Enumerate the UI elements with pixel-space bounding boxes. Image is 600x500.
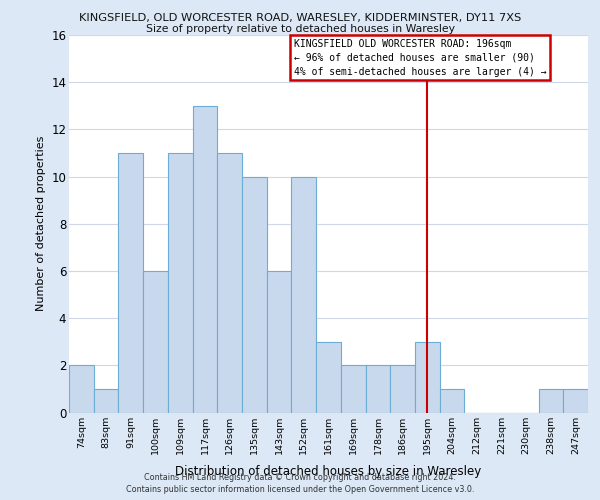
Bar: [316, 342, 341, 412]
Bar: [292, 176, 316, 412]
Text: KINGSFIELD, OLD WORCESTER ROAD, WARESLEY, KIDDERMINSTER, DY11 7XS: KINGSFIELD, OLD WORCESTER ROAD, WARESLEY…: [79, 12, 521, 22]
Bar: [217, 153, 242, 412]
Bar: [415, 342, 440, 412]
Bar: [143, 271, 168, 412]
Bar: [193, 106, 217, 412]
Text: Size of property relative to detached houses in Waresley: Size of property relative to detached ho…: [146, 24, 455, 34]
Text: Contains HM Land Registry data © Crown copyright and database right 2024.
Contai: Contains HM Land Registry data © Crown c…: [126, 473, 474, 494]
Bar: [440, 389, 464, 412]
Bar: [390, 366, 415, 412]
Bar: [267, 271, 292, 412]
Y-axis label: Number of detached properties: Number of detached properties: [35, 136, 46, 312]
Bar: [94, 389, 118, 412]
Bar: [168, 153, 193, 412]
Text: KINGSFIELD OLD WORCESTER ROAD: 196sqm
← 96% of detached houses are smaller (90)
: KINGSFIELD OLD WORCESTER ROAD: 196sqm ← …: [294, 38, 547, 76]
Bar: [341, 366, 365, 412]
Bar: [365, 366, 390, 412]
X-axis label: Distribution of detached houses by size in Waresley: Distribution of detached houses by size …: [175, 465, 482, 478]
Bar: [563, 389, 588, 412]
Bar: [539, 389, 563, 412]
Bar: [118, 153, 143, 412]
Bar: [69, 366, 94, 412]
Bar: [242, 176, 267, 412]
